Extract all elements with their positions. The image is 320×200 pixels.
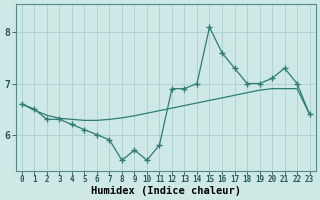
X-axis label: Humidex (Indice chaleur): Humidex (Indice chaleur)	[91, 186, 241, 196]
